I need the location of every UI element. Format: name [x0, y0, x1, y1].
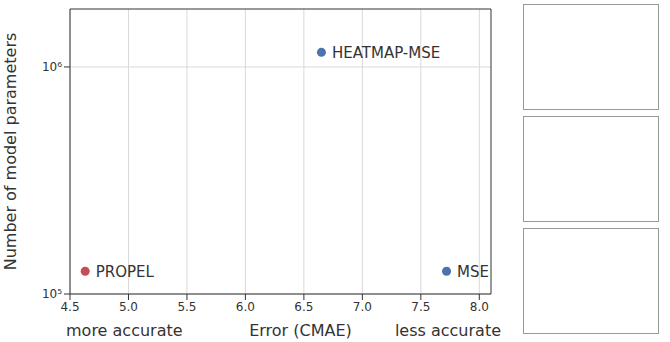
svg-text:7.0: 7.0 [353, 300, 372, 314]
svg-text:Number of model parameters: Number of model parameters [1, 33, 20, 271]
svg-text:10⁶: 10⁶ [42, 60, 62, 74]
svg-text:less accurate: less accurate [395, 321, 501, 340]
svg-text:4.5: 4.5 [60, 300, 79, 314]
svg-text:5.5: 5.5 [177, 300, 196, 314]
svg-text:PROPEL: PROPEL [96, 263, 155, 281]
svg-text:Error (CMAE): Error (CMAE) [249, 321, 352, 340]
svg-text:more accurate: more accurate [66, 321, 183, 340]
svg-text:5.0: 5.0 [119, 300, 138, 314]
svg-text:MSE: MSE [457, 263, 489, 281]
svg-text:HEATMAP-MSE: HEATMAP-MSE [332, 44, 440, 62]
svg-text:8.0: 8.0 [470, 300, 489, 314]
svg-text:10⁵: 10⁵ [42, 287, 62, 301]
svg-text:6.0: 6.0 [236, 300, 255, 314]
svg-text:7.5: 7.5 [411, 300, 430, 314]
svg-text:6.5: 6.5 [294, 300, 313, 314]
